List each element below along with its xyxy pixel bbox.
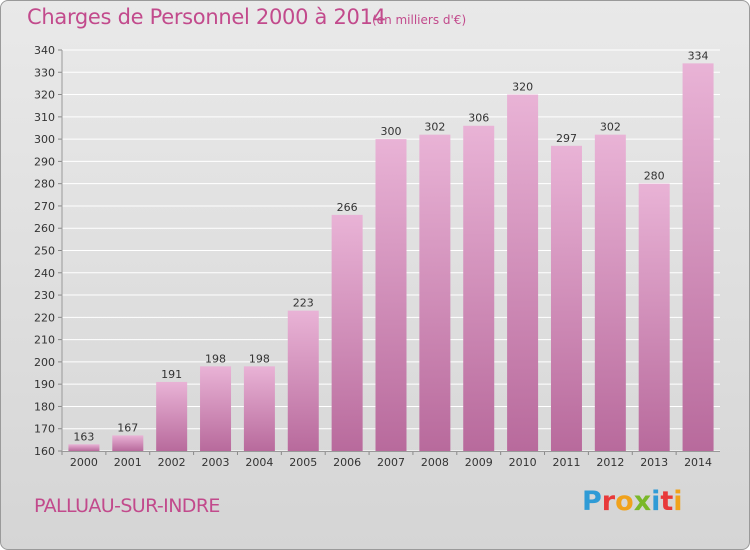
data-label: 198 bbox=[249, 352, 270, 365]
bar-2001 bbox=[112, 435, 144, 451]
y-tick-label: 170 bbox=[34, 423, 55, 436]
x-tick-label: 2012 bbox=[596, 456, 624, 469]
data-label: 306 bbox=[468, 112, 489, 125]
y-axis: 160 170 180 190 200 210 220 230 240 250 260 270 280 2… bbox=[34, 44, 63, 458]
bar-2006 bbox=[331, 214, 363, 451]
y-tick-label: 340 bbox=[34, 44, 55, 57]
logo-letter: i bbox=[651, 486, 661, 517]
logo-letter: P bbox=[582, 486, 602, 517]
data-label: 266 bbox=[337, 201, 358, 214]
data-label: 163 bbox=[73, 430, 94, 443]
x-tick-label: 2001 bbox=[114, 456, 142, 469]
bar-2011 bbox=[550, 145, 582, 452]
bar-2000 bbox=[68, 444, 100, 451]
data-label: 280 bbox=[644, 170, 665, 183]
bar-2002 bbox=[156, 381, 188, 451]
y-tick-label: 280 bbox=[34, 178, 55, 191]
bar-2005 bbox=[287, 310, 319, 451]
y-tick-label: 330 bbox=[34, 66, 55, 79]
y-tick-label: 270 bbox=[34, 200, 55, 213]
y-tick-label: 220 bbox=[34, 311, 55, 324]
y-tick-label: 210 bbox=[34, 334, 55, 347]
bar-2008 bbox=[419, 134, 451, 451]
y-tick-label: 230 bbox=[34, 289, 55, 302]
x-tick-label: 2014 bbox=[684, 456, 712, 469]
bar-2003 bbox=[200, 366, 232, 451]
logo-letter: r bbox=[601, 486, 616, 517]
x-tick-label: 2002 bbox=[158, 456, 186, 469]
data-label: 300 bbox=[381, 125, 402, 138]
y-tick-label: 180 bbox=[34, 400, 55, 413]
data-label: 223 bbox=[293, 297, 314, 310]
x-tick-label: 2010 bbox=[509, 456, 537, 469]
data-label: 302 bbox=[600, 121, 621, 134]
data-label: 167 bbox=[117, 421, 138, 434]
proxiti-logo: Proxiti bbox=[582, 486, 683, 517]
bar-2010 bbox=[507, 94, 539, 452]
bar-2009 bbox=[463, 125, 495, 451]
bar-2014 bbox=[682, 63, 714, 451]
y-tick-label: 290 bbox=[34, 155, 55, 168]
data-label: 297 bbox=[556, 132, 577, 145]
x-tick-label: 2008 bbox=[421, 456, 449, 469]
data-label: 302 bbox=[424, 121, 445, 134]
x-tick-label: 2013 bbox=[640, 456, 668, 469]
x-tick-label: 2000 bbox=[70, 456, 98, 469]
x-tick-label: 2004 bbox=[245, 456, 273, 469]
y-tick-label: 160 bbox=[34, 445, 55, 458]
x-tick-label: 2007 bbox=[377, 456, 405, 469]
data-label: 334 bbox=[688, 49, 709, 62]
logo-letter: o bbox=[615, 486, 634, 517]
bars: 163 167 191 198 198 223 266 300 302 306 320 297 302 2… bbox=[68, 49, 714, 452]
logo-letter: i bbox=[673, 486, 683, 517]
logo-letter: t bbox=[660, 486, 674, 517]
y-tick-label: 190 bbox=[34, 378, 55, 391]
y-tick-label: 300 bbox=[34, 133, 55, 146]
y-tick-label: 310 bbox=[34, 111, 55, 124]
data-label: 191 bbox=[161, 368, 182, 381]
bar-2013 bbox=[638, 183, 670, 451]
x-tick-label: 2006 bbox=[333, 456, 361, 469]
bar-2004 bbox=[243, 366, 275, 451]
x-axis: 2000 2001 2002 2003 2004 2005 2006 2007 2008 2009… bbox=[61, 451, 720, 469]
y-tick-label: 250 bbox=[34, 245, 55, 258]
town-name: PALLUAU-SUR-INDRE bbox=[34, 495, 220, 517]
chart-subtitle: (en milliers d'€) bbox=[372, 13, 467, 27]
x-tick-label: 2005 bbox=[289, 456, 317, 469]
x-tick-label: 2011 bbox=[552, 456, 580, 469]
bar-2012 bbox=[594, 134, 626, 451]
data-label: 320 bbox=[512, 81, 533, 94]
bar-2007 bbox=[375, 139, 407, 451]
x-tick-label: 2003 bbox=[202, 456, 230, 469]
data-label: 198 bbox=[205, 352, 226, 365]
y-tick-label: 200 bbox=[34, 356, 55, 369]
logo-letter: x bbox=[633, 486, 652, 517]
y-tick-label: 240 bbox=[34, 267, 55, 280]
chart-title: Charges de Personnel 2000 à 2014 bbox=[27, 5, 386, 29]
y-tick-label: 320 bbox=[34, 89, 55, 102]
x-tick-label: 2009 bbox=[465, 456, 493, 469]
y-tick-label: 260 bbox=[34, 222, 55, 235]
